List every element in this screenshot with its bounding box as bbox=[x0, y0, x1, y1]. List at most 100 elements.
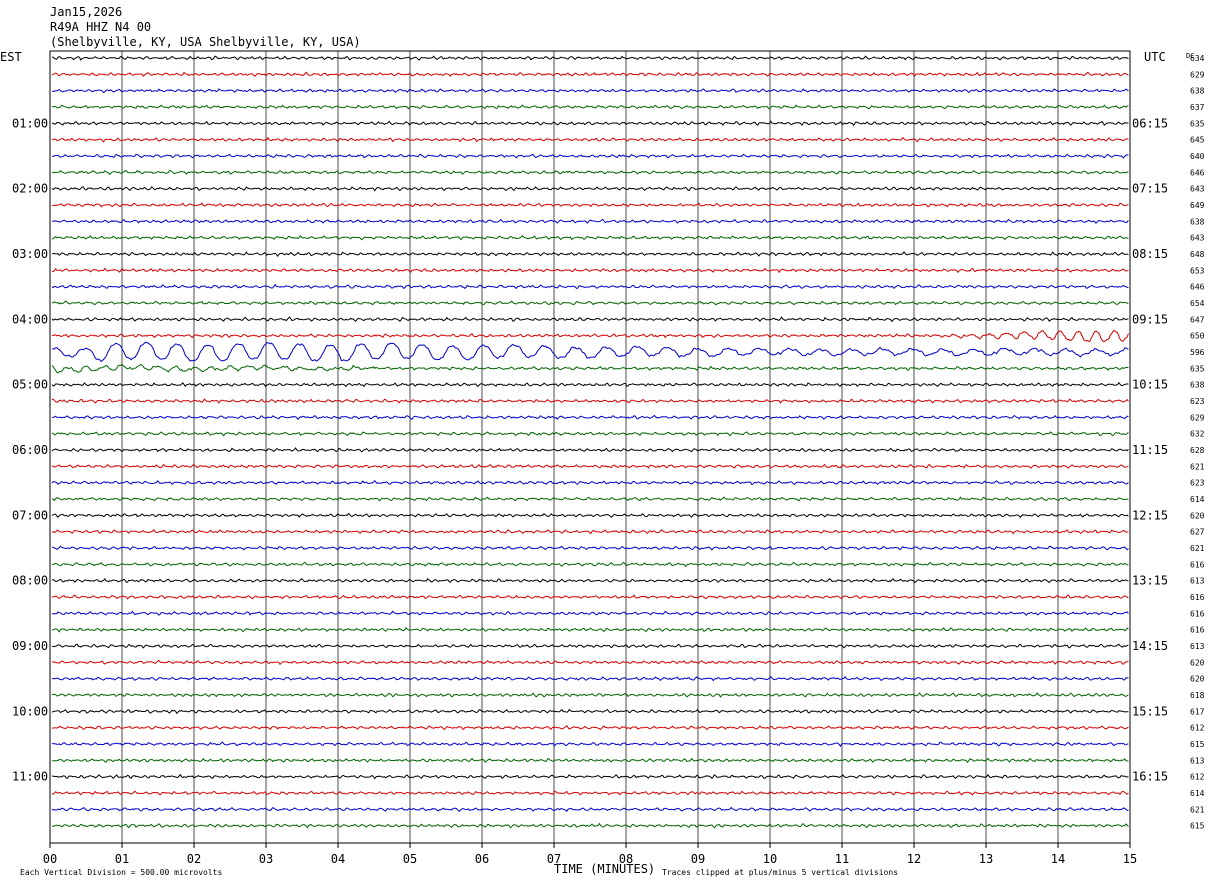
dc-offset-label: 621 bbox=[1190, 805, 1205, 814]
dc-offset-label: 613 bbox=[1190, 642, 1205, 651]
seismic-trace bbox=[51, 610, 1129, 616]
dc-offset-label: 653 bbox=[1190, 266, 1205, 275]
x-tick-label: 11 bbox=[835, 852, 849, 866]
est-hour-label: 07:00 bbox=[12, 508, 48, 522]
dc-offset-label: 632 bbox=[1190, 430, 1205, 439]
dc-offset-label: 635 bbox=[1190, 119, 1205, 128]
seismic-trace bbox=[51, 708, 1129, 715]
dc-offset-label: 654 bbox=[1190, 299, 1205, 308]
est-hour-label: 05:00 bbox=[12, 378, 48, 392]
seismic-trace bbox=[52, 55, 1129, 61]
est-hour-label: 10:00 bbox=[12, 704, 48, 718]
seismic-trace bbox=[51, 447, 1129, 453]
seismic-trace bbox=[51, 431, 1129, 437]
utc-hour-label: 07:15 bbox=[1132, 182, 1168, 196]
seismic-trace bbox=[51, 725, 1129, 731]
seismic-trace bbox=[51, 675, 1129, 682]
x-tick-label: 14 bbox=[1051, 852, 1065, 866]
seismic-trace bbox=[51, 577, 1129, 584]
x-tick-label: 12 bbox=[907, 852, 921, 866]
est-hour-label: 03:00 bbox=[12, 247, 48, 261]
utc-hour-label: 10:15 bbox=[1132, 378, 1168, 392]
dc-offset-label: 623 bbox=[1190, 479, 1205, 488]
dc-offset-label: 616 bbox=[1190, 560, 1205, 569]
est-hour-label: 06:00 bbox=[12, 443, 48, 457]
dc-offset-label: 616 bbox=[1190, 593, 1205, 602]
dc-offset-label: 620 bbox=[1190, 658, 1205, 667]
seismic-trace bbox=[51, 643, 1129, 649]
utc-hour-label: 13:15 bbox=[1132, 574, 1168, 588]
x-tick-label: 03 bbox=[259, 852, 273, 866]
est-hour-label: 08:00 bbox=[12, 574, 48, 588]
dc-offset-label: 612 bbox=[1190, 773, 1205, 782]
seismic-trace bbox=[51, 71, 1129, 78]
x-tick-label: 00 bbox=[43, 852, 57, 866]
seismic-trace bbox=[51, 512, 1129, 519]
seismic-trace bbox=[51, 741, 1129, 748]
header-station: R49A HHZ N4 00 bbox=[50, 20, 151, 34]
seismic-trace bbox=[51, 757, 1129, 764]
est-hour-label: 02:00 bbox=[12, 182, 48, 196]
dc-offset-label: 612 bbox=[1190, 724, 1205, 733]
utc-hour-label: 16:15 bbox=[1132, 770, 1168, 784]
dc-offset-label: 646 bbox=[1190, 168, 1205, 177]
dc-offset-label: 620 bbox=[1190, 675, 1205, 684]
dc-offset-label: 643 bbox=[1190, 234, 1205, 243]
x-tick-label: 02 bbox=[187, 852, 201, 866]
utc-hour-label: 12:15 bbox=[1132, 508, 1168, 522]
x-tick-label: 09 bbox=[691, 852, 705, 866]
dc-offset-label: 596 bbox=[1190, 348, 1205, 357]
dc-offset-label: 614 bbox=[1190, 495, 1205, 504]
x-axis-title: TIME (MINUTES) bbox=[554, 862, 655, 876]
seismic-trace bbox=[51, 545, 1129, 551]
seismic-trace bbox=[51, 169, 1129, 176]
seismic-trace bbox=[51, 341, 1129, 363]
seismic-trace bbox=[51, 479, 1129, 486]
x-tick-label: 15 bbox=[1123, 852, 1137, 866]
dc-offset-label: 623 bbox=[1190, 397, 1205, 406]
seismic-trace bbox=[51, 414, 1129, 420]
dc-offset-label: 629 bbox=[1190, 70, 1205, 79]
est-hour-label: 01:00 bbox=[12, 116, 48, 130]
x-tick-label: 08 bbox=[619, 852, 633, 866]
utc-hour-label: 08:15 bbox=[1132, 247, 1168, 261]
dc-offset-label: 635 bbox=[1190, 364, 1205, 373]
x-tick-label: 04 bbox=[331, 852, 345, 866]
scale-note: Each Vertical Division = 500.00 microvol… bbox=[20, 868, 222, 877]
x-tick-label: 10 bbox=[763, 852, 777, 866]
seismic-trace bbox=[51, 104, 1129, 110]
seismic-trace bbox=[51, 806, 1129, 813]
dc-offset-label: 645 bbox=[1190, 136, 1205, 145]
seismic-trace bbox=[51, 186, 1129, 192]
dc-offset-label: 613 bbox=[1190, 577, 1205, 586]
seismic-trace bbox=[51, 790, 1129, 796]
seismic-trace bbox=[51, 529, 1129, 535]
seismic-trace bbox=[51, 398, 1129, 404]
dc-offset-label: 615 bbox=[1190, 740, 1205, 749]
seismic-trace bbox=[51, 218, 1129, 225]
utc-hour-label: 14:15 bbox=[1132, 639, 1168, 653]
seismic-trace bbox=[51, 363, 1129, 374]
seismic-trace bbox=[51, 627, 1129, 633]
header-date: Jan15,2026 bbox=[50, 5, 122, 19]
dc-offset-label: 621 bbox=[1190, 544, 1205, 553]
dc-offset-label: 649 bbox=[1190, 201, 1205, 210]
dc-offset-label: 638 bbox=[1190, 381, 1205, 390]
dc-offset-label: 628 bbox=[1190, 446, 1205, 455]
dc-offset-label: 640 bbox=[1190, 152, 1205, 161]
dc-offset-label: 637 bbox=[1190, 103, 1205, 112]
seismic-trace bbox=[51, 561, 1129, 568]
seismic-trace bbox=[51, 316, 1129, 323]
seismic-trace bbox=[51, 659, 1129, 666]
dc-offset-label: 643 bbox=[1190, 185, 1205, 194]
dc-offset-label: 614 bbox=[1190, 789, 1205, 798]
dc-offset-label: 638 bbox=[1190, 87, 1205, 96]
dc-label: DC bbox=[1186, 52, 1194, 60]
right-timezone-label: UTC bbox=[1144, 50, 1166, 64]
seismic-trace bbox=[51, 381, 1129, 388]
utc-hour-label: 06:15 bbox=[1132, 116, 1168, 130]
est-hour-label: 11:00 bbox=[12, 770, 48, 784]
plot-frame bbox=[49, 50, 1131, 844]
seismic-trace bbox=[51, 300, 1129, 306]
